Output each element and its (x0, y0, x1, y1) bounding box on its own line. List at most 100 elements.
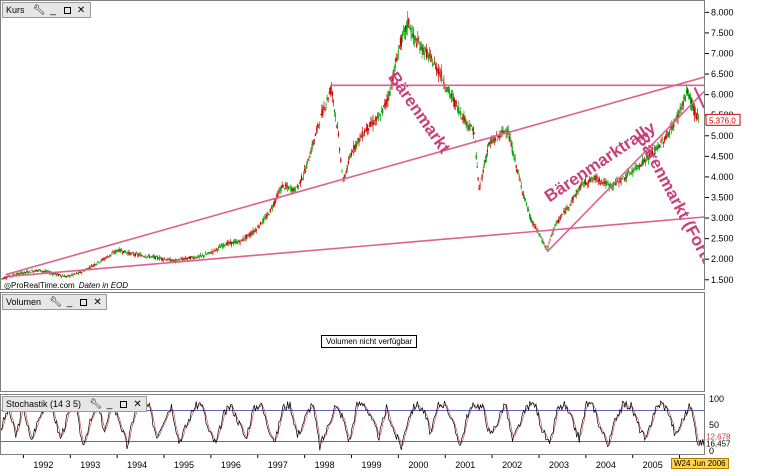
candle-body (1, 278, 3, 279)
date-badge: W24 Jun 2006 (671, 458, 729, 469)
minimize-icon[interactable]: _ (106, 398, 113, 410)
candle-body (193, 258, 195, 259)
watermark: ◎ProRealTime.com Daten in EOD (4, 281, 128, 290)
candle-body (94, 264, 96, 266)
candle-body (99, 261, 101, 263)
candle-body (239, 241, 241, 244)
candle-body (41, 271, 43, 272)
close-icon[interactable]: ✕ (133, 398, 142, 410)
candle-body (265, 216, 267, 219)
candle-body (28, 272, 30, 274)
candle-body (395, 57, 397, 62)
candle-body (431, 64, 434, 67)
candle-body (663, 137, 665, 142)
y-tick-label: 4.500 (711, 151, 734, 161)
candle-body (116, 250, 118, 252)
candle-body (510, 142, 512, 147)
candle-body (254, 230, 256, 232)
y-tick-label: 3.500 (711, 192, 734, 202)
candle-body (205, 253, 207, 255)
candle-body (357, 138, 359, 141)
candle-body (310, 150, 312, 154)
candle-body (683, 97, 686, 100)
candle-body (331, 91, 334, 96)
candle-body (515, 165, 517, 168)
candle-body (188, 256, 191, 259)
candle-body (103, 258, 106, 259)
candle-body (6, 276, 9, 278)
maximize-icon[interactable] (118, 399, 129, 410)
candle-body (51, 273, 54, 275)
candle-body (469, 128, 471, 130)
candle-body (73, 273, 75, 275)
wrench-icon[interactable]: 🔧︎ (32, 4, 46, 16)
candle-body (628, 171, 630, 172)
candle-body (451, 95, 454, 97)
candle-body (440, 70, 443, 79)
x-tick-label: 1999 (361, 460, 381, 470)
candle-body (556, 220, 558, 223)
close-icon[interactable]: ✕ (76, 4, 86, 16)
candle-body (359, 135, 361, 138)
candle-body (111, 253, 113, 255)
candle-body (147, 255, 149, 256)
wrench-icon[interactable]: 🔧︎ (49, 296, 62, 308)
candle-body (32, 271, 34, 273)
candle-body (686, 88, 689, 94)
candle-body (635, 167, 637, 170)
candle-body (187, 256, 190, 258)
candle-body (208, 251, 210, 253)
x-tick-label: 2003 (549, 460, 569, 470)
candle-body (568, 207, 570, 208)
candle-body (283, 188, 285, 189)
minimize-icon[interactable]: _ (66, 296, 73, 308)
candle-body (477, 177, 479, 180)
maximize-icon[interactable] (62, 5, 73, 16)
candle-body (332, 101, 335, 103)
candle-body (696, 113, 699, 115)
x-tick-label: 2005 (643, 460, 663, 470)
candle-body (531, 219, 533, 223)
candle-body (363, 130, 365, 134)
wrench-icon[interactable]: 🔧︎ (89, 398, 102, 410)
candle-body (455, 100, 457, 107)
candle-body (660, 140, 662, 144)
candle-body (512, 151, 514, 157)
candle-body (301, 178, 304, 180)
candle-body (448, 90, 450, 95)
candle-body (573, 195, 575, 197)
candle-body (402, 31, 405, 32)
candle-body (586, 183, 589, 185)
candle-body (130, 252, 132, 254)
candle-body (75, 273, 77, 274)
candle-body (306, 164, 308, 169)
candle-body (29, 270, 31, 272)
candle-body (93, 264, 95, 266)
candle-body (445, 90, 447, 92)
candle-body (154, 255, 156, 259)
candle-body (181, 258, 183, 260)
candle-body (371, 123, 373, 124)
close-icon[interactable]: ✕ (93, 296, 102, 308)
candle-body (576, 190, 578, 193)
candle-body (565, 207, 567, 212)
candle-body (327, 97, 329, 100)
candle-body (476, 166, 478, 168)
last-price-label: 5.376,0 (709, 116, 736, 125)
minimize-icon[interactable]: _ (50, 4, 56, 16)
candle-body (168, 258, 170, 260)
candle-body (315, 129, 318, 131)
candle-body (377, 116, 380, 118)
candle-body (633, 169, 635, 171)
candle-body (569, 204, 571, 206)
candle-body (142, 256, 144, 257)
candle-body (578, 187, 580, 189)
candle-body (354, 145, 356, 150)
candle-body (413, 36, 416, 40)
candle-body (192, 257, 194, 259)
candle-body (579, 185, 581, 190)
candle-body (601, 180, 603, 181)
maximize-icon[interactable] (78, 297, 89, 308)
candle-body (398, 45, 400, 47)
candle-body (694, 111, 697, 113)
